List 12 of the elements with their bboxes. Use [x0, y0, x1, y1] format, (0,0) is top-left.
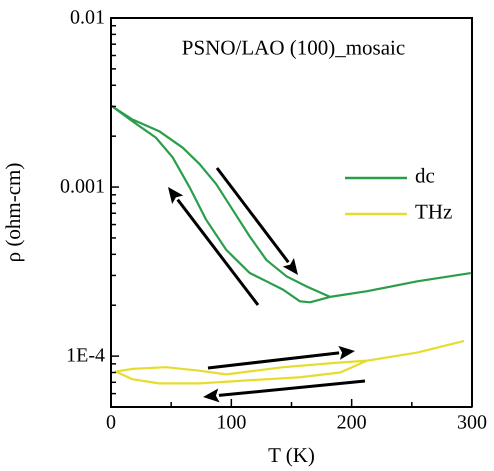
- y-tick-label: 0.001: [60, 175, 105, 198]
- x-axis-title: T (K): [268, 442, 315, 467]
- x-tick-label: 100: [216, 411, 246, 434]
- x-tick-label: 300: [457, 411, 487, 434]
- legend-label: THz: [415, 200, 452, 224]
- x-tick-label: 200: [336, 411, 367, 434]
- x-tick-label: 0: [106, 411, 116, 434]
- legend-label: dc: [415, 164, 435, 188]
- y-tick-label: 0.01: [70, 6, 105, 28]
- text: PSNO/LAO (100)_mosaic: [182, 36, 406, 60]
- y-axis-title: ρ (ohm-cm): [1, 162, 26, 262]
- y-tick-label: 1E-4: [66, 344, 105, 366]
